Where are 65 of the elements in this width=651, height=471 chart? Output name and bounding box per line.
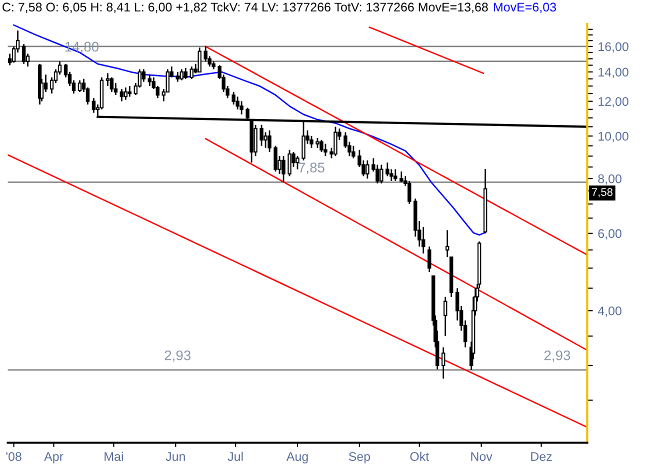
candlestick — [366, 160, 370, 180]
annotation: 2,93 — [164, 350, 191, 362]
y-tick-label: 4,00 — [598, 306, 622, 317]
y-tick-label: 14,00 — [598, 68, 628, 78]
candlestick — [240, 100, 244, 116]
x-tick-label: Nov — [471, 452, 492, 461]
y-tick-label: 10,00 — [598, 132, 628, 142]
candlestick — [180, 68, 184, 81]
candlestick — [128, 85, 132, 98]
candlestick — [380, 164, 384, 184]
candlestick — [176, 71, 180, 82]
candlestick — [442, 346, 446, 380]
candlestick — [260, 124, 264, 147]
candlestick — [204, 46, 208, 62]
candlestick — [78, 80, 82, 93]
line-series — [13, 24, 486, 236]
x-tick-label: Jul — [228, 452, 243, 461]
candlestick — [106, 72, 110, 87]
candlestick — [324, 143, 328, 157]
candlestick — [400, 170, 404, 183]
candlestick — [274, 145, 278, 172]
candlestick — [386, 162, 390, 177]
candlestick — [110, 76, 114, 93]
candlestick — [334, 126, 338, 157]
candlestick — [236, 96, 240, 110]
text: 7,58 — [592, 188, 613, 198]
x-tick-label: Dez — [531, 452, 552, 461]
candlestick — [124, 86, 128, 100]
candlestick — [320, 139, 324, 153]
candlestick — [352, 145, 356, 159]
annotation: 7,85 — [298, 162, 324, 174]
candlestick — [316, 137, 320, 149]
candlestick — [268, 130, 272, 153]
candlestick — [190, 66, 194, 80]
candlestick — [22, 43, 26, 65]
candlestick — [394, 168, 398, 182]
x-tick-label: Sep — [348, 452, 370, 464]
x-tick-label: Aug — [286, 452, 308, 464]
candlestick — [198, 46, 202, 73]
candlestick — [92, 97, 96, 114]
candlestick — [282, 155, 286, 183]
candlestick — [148, 74, 152, 87]
candlestick — [120, 88, 124, 102]
candlestick — [296, 155, 300, 170]
text: MovE=6,03 — [494, 2, 556, 14]
y-tick-label: 6,00 — [598, 229, 622, 240]
candlestick — [254, 124, 258, 157]
candlestick — [264, 132, 268, 149]
x-tick-label: Okt — [410, 452, 430, 461]
candlestick — [142, 68, 146, 82]
candlestick — [428, 246, 432, 273]
x-tick-label: Jun — [166, 452, 185, 461]
y-tick-label: 16,00 — [598, 42, 628, 53]
x-tick-label: Mai — [104, 452, 123, 461]
x-tick-label: Apr — [44, 452, 64, 464]
x-tick-label: '08 — [6, 452, 22, 461]
y-tick-label: 8,00 — [598, 174, 622, 185]
y-tick-label: 12,00 — [598, 97, 628, 108]
chart-title: C: 7,58 O: 6,05 H: 8,41 L: 6,00 +1,82 TckV: 74 LV: 1377266 TotV: 1377266 MovE=13,68 — [2, 2, 488, 14]
annotation: 2,93 — [544, 350, 570, 362]
candlestick — [288, 149, 292, 177]
candlestick — [444, 296, 448, 337]
candlestick — [184, 67, 188, 80]
candlestick — [408, 180, 412, 205]
candlestick — [232, 91, 236, 106]
